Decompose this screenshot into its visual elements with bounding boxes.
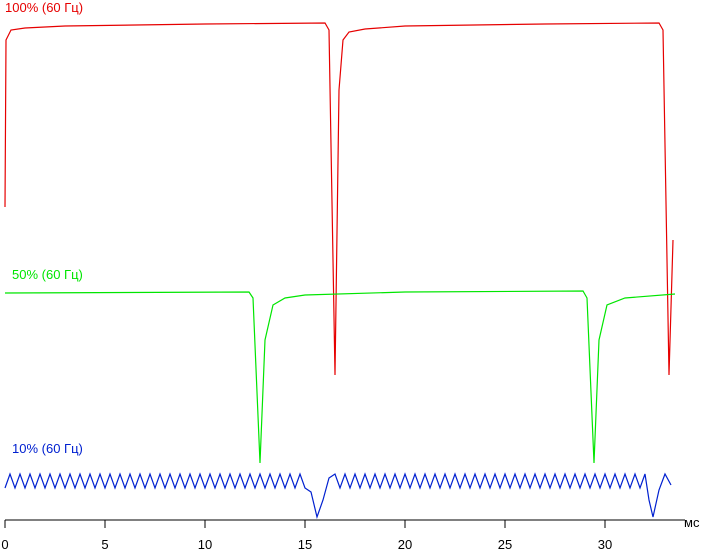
series-line — [4, 472, 672, 520]
series-label: 100% (60 Гц) — [5, 0, 83, 15]
x-tick-label: 15 — [298, 537, 312, 551]
series-label: 50% (60 Гц) — [12, 267, 83, 282]
x-tick-label: 10 — [198, 537, 212, 551]
x-tick-label: 25 — [498, 537, 512, 551]
x-axis-label: мс — [684, 515, 700, 530]
x-tick-label: 5 — [101, 537, 108, 551]
series-line — [4, 22, 674, 376]
series-line — [4, 290, 676, 464]
x-tick-label: 20 — [398, 537, 412, 551]
series-label: 10% (60 Гц) — [12, 441, 83, 456]
x-tick-label: 30 — [598, 537, 612, 551]
x-tick-label: 0 — [1, 537, 8, 551]
